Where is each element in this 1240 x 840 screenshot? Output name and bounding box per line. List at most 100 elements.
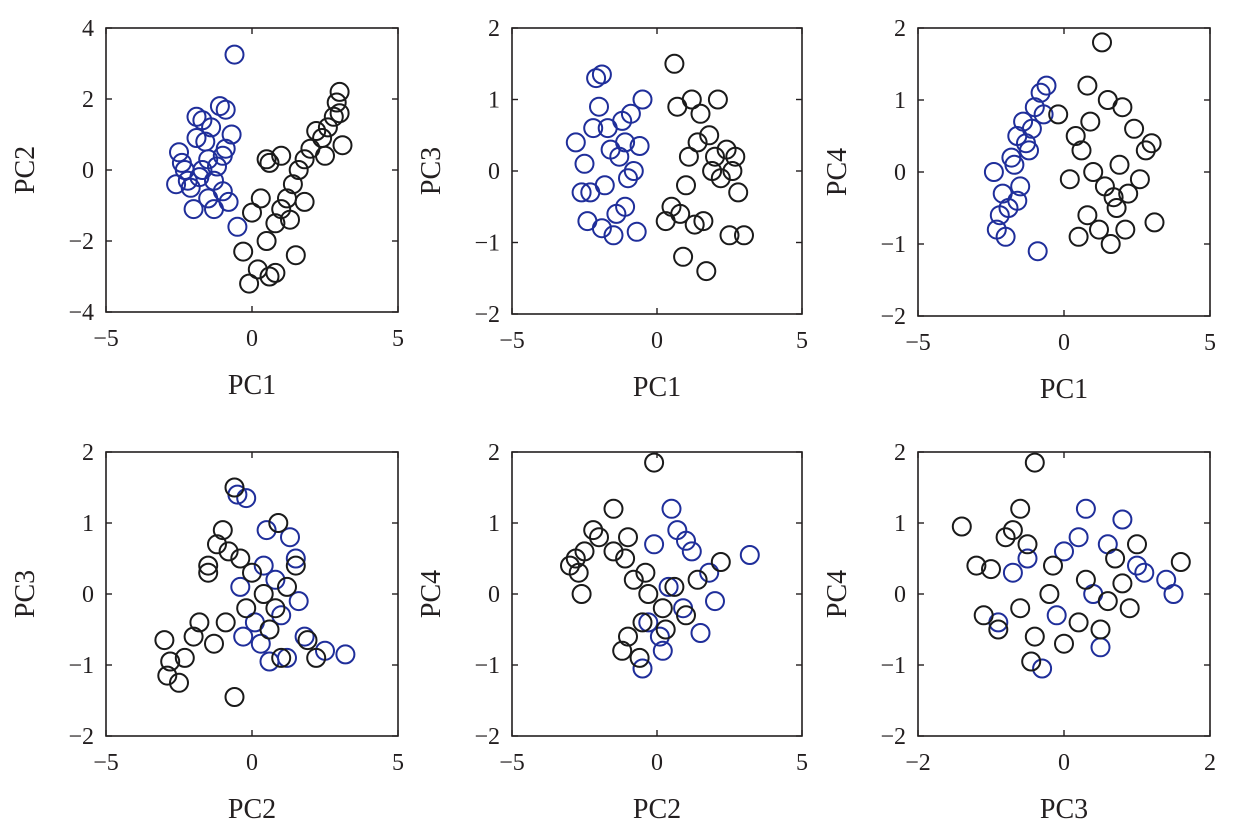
plot-frame [511,27,803,315]
scatter-panel-2: −5 0 5 −2 −1 0 1 2 PC1 PC3 [416,16,808,403]
data-point [652,640,673,661]
data-point [256,520,277,541]
data-point [1105,548,1126,569]
data-point [1010,176,1031,197]
data-point [1002,520,1023,541]
y-tick-label: −2 [68,229,94,255]
data-point [1017,534,1038,555]
data-point [1090,637,1111,658]
y-tick-label: 0 [488,159,500,185]
data-point [207,156,227,177]
data-point [250,188,271,209]
x-tick-label: 0 [1058,750,1070,776]
data-point [589,96,609,117]
data-point [676,605,696,626]
data-point [326,92,347,113]
scatter-panel-3: −5 0 5 −2 −1 0 1 2 PC1 PC4 [822,16,1216,405]
data-point [1048,104,1069,125]
series-black-points [1048,32,1165,254]
data-point [288,160,309,180]
y-tick-label: −1 [68,653,94,679]
data-point [710,552,731,572]
data-point [707,89,728,110]
data-point [699,125,720,146]
series-blue-points [565,64,653,246]
data-point [586,68,607,89]
y-tick-label: 2 [82,87,94,113]
data-point [186,128,207,148]
data-point [335,644,356,665]
data-point [294,149,315,170]
y-tick-label: 1 [82,511,94,537]
scatter-panel-5: −5 0 5 −2 −1 0 1 2 PC2 PC4 [416,440,808,825]
data-point [1071,140,1092,161]
data-point [966,555,987,576]
data-point [198,555,219,576]
data-point [705,591,725,612]
data-point [981,559,1001,580]
data-point [574,153,595,174]
data-point [256,231,277,251]
data-point [995,527,1016,548]
data-point [1032,658,1053,679]
data-point [317,117,338,138]
y-tick-label: 1 [488,88,500,114]
data-point [1024,452,1045,473]
data-point [629,647,650,668]
data-point [1039,584,1060,604]
data-point [1100,234,1121,254]
data-point [1129,169,1150,190]
x-axis-label: PC2 [633,794,681,825]
data-point [1106,198,1127,218]
data-point [230,548,251,569]
y-tick-label: 0 [894,160,906,186]
data-point [591,218,612,239]
data-point [177,170,198,191]
data-point [271,605,292,626]
data-point [212,145,233,166]
data-point [988,619,1009,640]
data-point [1068,226,1089,247]
data-point [591,64,612,85]
data-point [1170,552,1191,572]
data-point [280,209,300,230]
y-tick-label: 2 [488,16,500,42]
data-point [259,651,280,672]
data-point [644,534,665,555]
y-tick-label: −1 [474,653,500,679]
data-point [1134,562,1155,583]
data-point [623,161,644,181]
data-point [1075,498,1096,519]
y-tick-label: 0 [82,582,94,608]
data-point [198,562,219,583]
x-axis-label: PC3 [1040,794,1088,825]
data-point [673,246,694,267]
data-point [661,498,682,519]
data-point [224,477,245,498]
data-point [259,266,280,287]
data-point [1103,187,1124,208]
data-point [1127,555,1147,576]
series-blue-points [632,498,760,679]
data-point [221,124,242,145]
data-point [1119,598,1140,619]
data-point [661,196,682,217]
data-point [1010,498,1031,519]
data-point [189,612,210,633]
data-point [594,175,615,196]
data-point [1097,591,1118,612]
y-axis-label: PC3 [10,570,41,618]
y-tick-label: 2 [82,440,94,466]
data-point [1059,169,1080,190]
data-point [212,520,233,541]
data-point [1141,133,1162,154]
data-point [615,548,636,569]
data-point [233,626,254,647]
series-black-points [951,452,1191,672]
data-point [618,626,638,647]
data-point [183,626,204,647]
data-point [986,219,1007,240]
data-point [265,262,286,283]
series-black-points [233,81,353,294]
